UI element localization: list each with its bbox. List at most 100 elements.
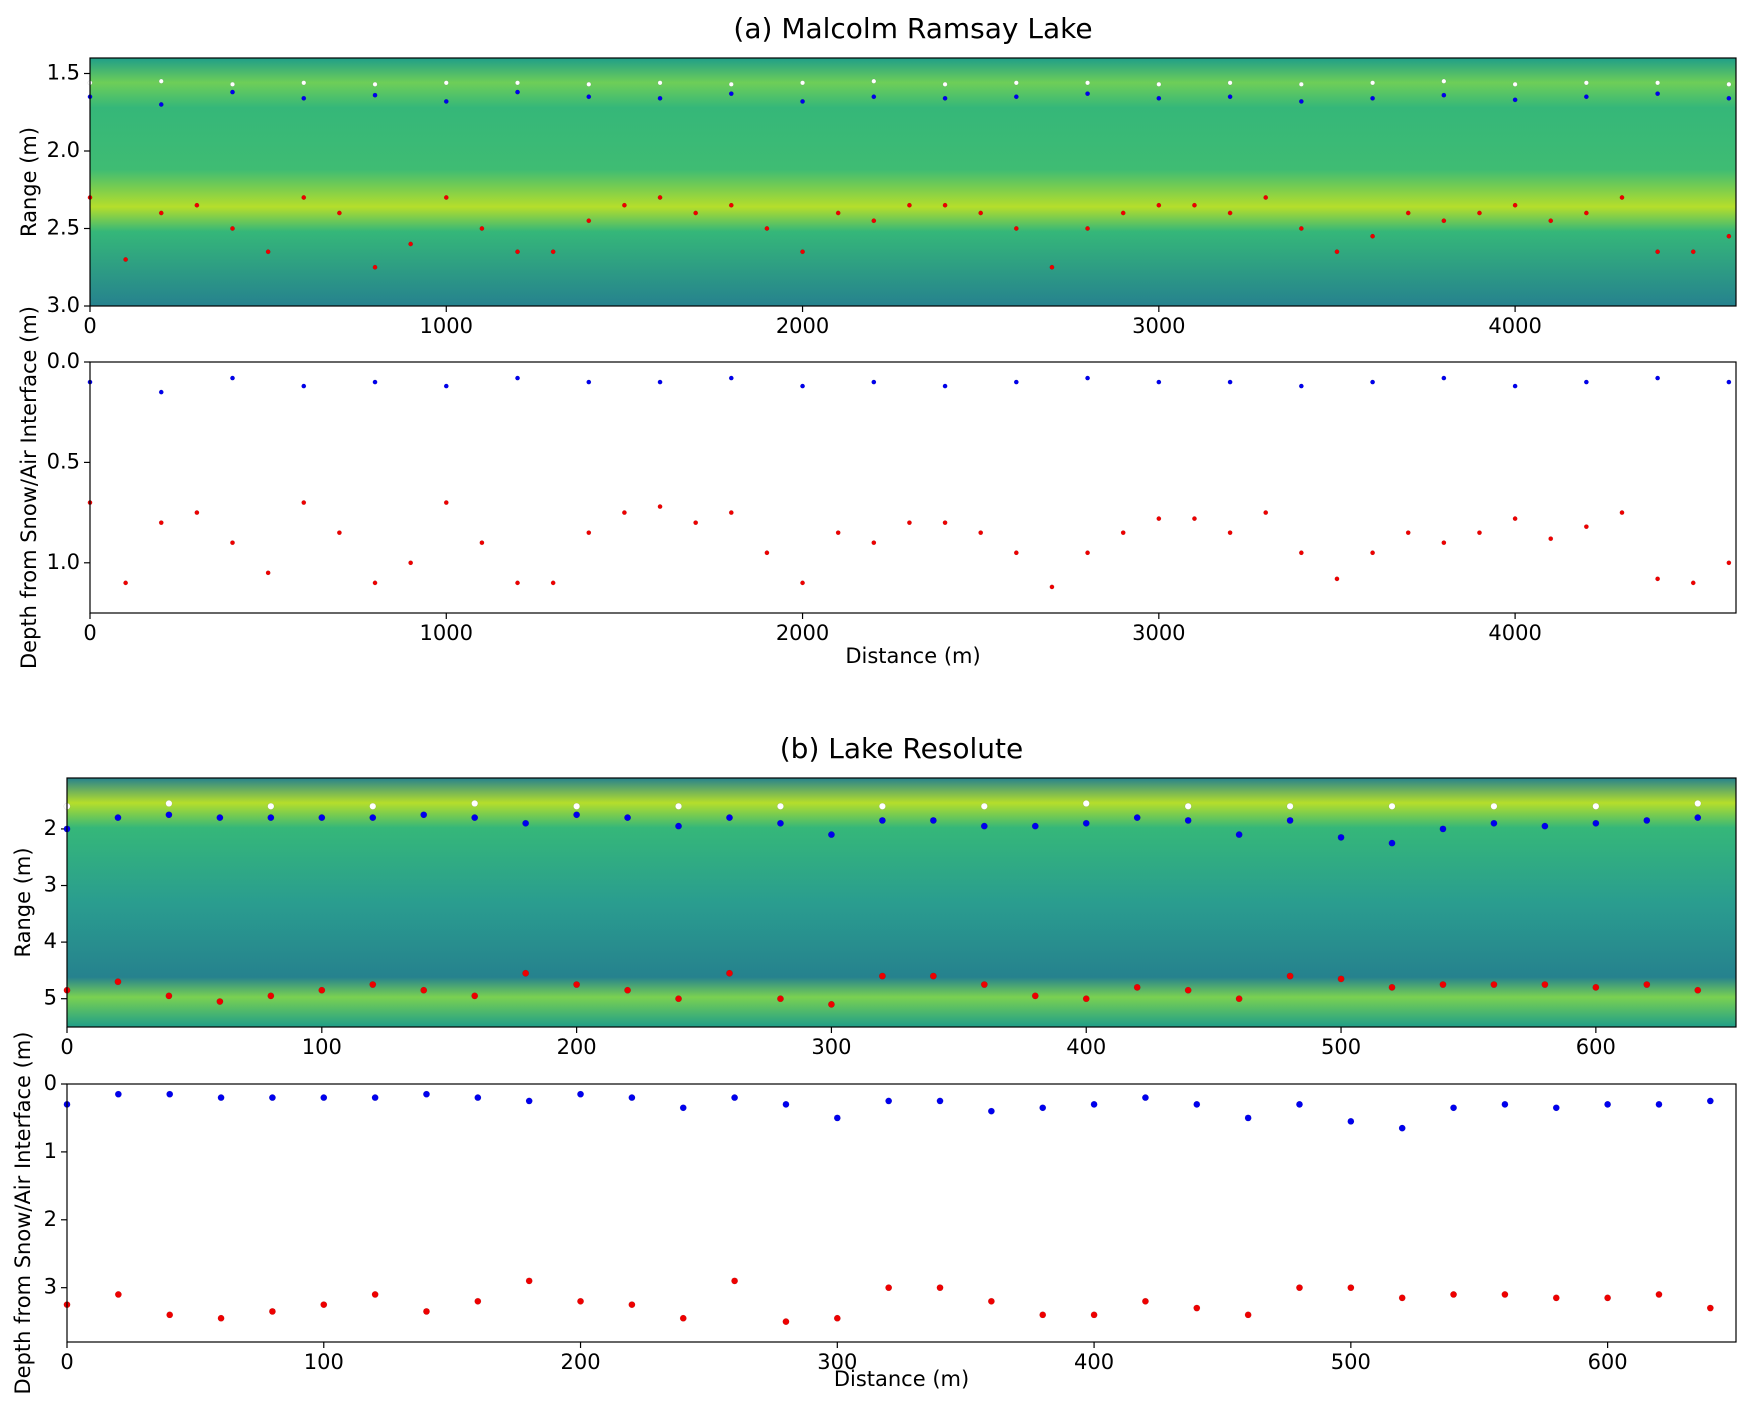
data-point [230, 375, 235, 381]
x-tick-label: 300 [817, 1350, 857, 1374]
data-point [1548, 536, 1554, 542]
y-axis-label: Range (m) [17, 127, 41, 237]
data-point [777, 819, 784, 827]
data-point [1334, 576, 1340, 582]
x-tick-label: 100 [304, 1350, 344, 1374]
y-tick-label: 0.0 [47, 349, 80, 373]
data-point [408, 241, 414, 247]
data-point [1512, 97, 1518, 103]
y-tick-label: 2.0 [47, 138, 80, 162]
data-point [479, 540, 485, 546]
data-point [1490, 819, 1498, 827]
data-point [1643, 816, 1651, 824]
plot-frame [89, 57, 1737, 307]
data-point [586, 530, 592, 536]
data-point [1013, 379, 1019, 385]
data-point [320, 1094, 328, 1102]
data-point [942, 95, 948, 101]
data-point [230, 540, 235, 546]
data-point [782, 1318, 790, 1326]
y-tick-label: 0 [44, 1071, 57, 1095]
data-point [165, 800, 173, 807]
data-point [158, 389, 164, 395]
data-point [1706, 1097, 1714, 1105]
y-tick-label: 4 [44, 929, 57, 953]
data-point [1541, 981, 1549, 989]
data-point [372, 92, 378, 98]
data-point [1726, 560, 1732, 566]
data-point [1694, 800, 1702, 807]
data-point [1441, 92, 1447, 98]
data-point [1441, 375, 1447, 381]
data-point [114, 978, 122, 986]
data-point [1337, 833, 1345, 841]
data-point [936, 1097, 944, 1105]
data-point [474, 1297, 482, 1305]
data-point [420, 986, 428, 994]
data-point [1726, 81, 1732, 87]
data-point [1592, 802, 1600, 810]
data-point [1141, 1297, 1149, 1305]
x-tick-label: 600 [1588, 1350, 1628, 1374]
data-point [1643, 981, 1651, 989]
data-point [336, 210, 342, 216]
data-point [675, 802, 682, 810]
data-point [906, 520, 912, 526]
data-point [1388, 839, 1396, 847]
plot-frame [66, 1083, 1737, 1343]
data-point [1583, 94, 1589, 100]
x-tick-label: 3000 [1132, 314, 1185, 338]
data-point [114, 1291, 122, 1298]
data-point [1013, 226, 1019, 231]
data-point [1156, 95, 1162, 101]
data-point [978, 530, 984, 536]
data-point [980, 822, 988, 830]
data-point [550, 580, 556, 586]
data-point [827, 831, 835, 839]
data-point [1082, 800, 1090, 807]
data-point [1298, 550, 1304, 556]
data-point [471, 992, 479, 1000]
data-point [1156, 516, 1162, 522]
x-tick-label: 500 [1321, 1035, 1361, 1059]
data-point [471, 814, 479, 822]
data-point [1655, 1100, 1663, 1108]
x-tick-label: 100 [302, 1035, 342, 1059]
data-point [1398, 1294, 1406, 1302]
data-point [980, 981, 988, 989]
data-point [1655, 375, 1661, 381]
data-point [1244, 1114, 1252, 1122]
data-point [1184, 802, 1192, 810]
data-point [1604, 1100, 1612, 1108]
data-point [833, 1314, 841, 1322]
data-point [1039, 1311, 1047, 1319]
data-point [800, 80, 806, 86]
data-point [1450, 1291, 1458, 1298]
data-point [1706, 1304, 1714, 1312]
data-point [1439, 981, 1447, 989]
data-point [586, 94, 592, 100]
data-point [800, 383, 806, 389]
data-point [515, 80, 520, 86]
data-point [1501, 1100, 1509, 1108]
data-point [217, 1314, 225, 1322]
data-point [1049, 264, 1055, 270]
data-point [166, 1311, 174, 1319]
data-point [764, 226, 770, 231]
x-axis-label: Distance (m) [845, 644, 980, 668]
data-point [194, 510, 200, 516]
data-point [230, 226, 235, 231]
data-point [1370, 80, 1376, 86]
data-point [628, 1301, 636, 1309]
data-point [833, 1114, 841, 1122]
data-point [408, 560, 414, 566]
data-point [123, 580, 129, 586]
data-point [268, 1307, 276, 1315]
data-point [1655, 1291, 1663, 1298]
data-point [936, 1284, 944, 1292]
data-point [1296, 1284, 1303, 1292]
data-point [230, 81, 235, 87]
data-point [728, 91, 734, 97]
data-point [1439, 825, 1447, 833]
data-point [1156, 81, 1162, 87]
